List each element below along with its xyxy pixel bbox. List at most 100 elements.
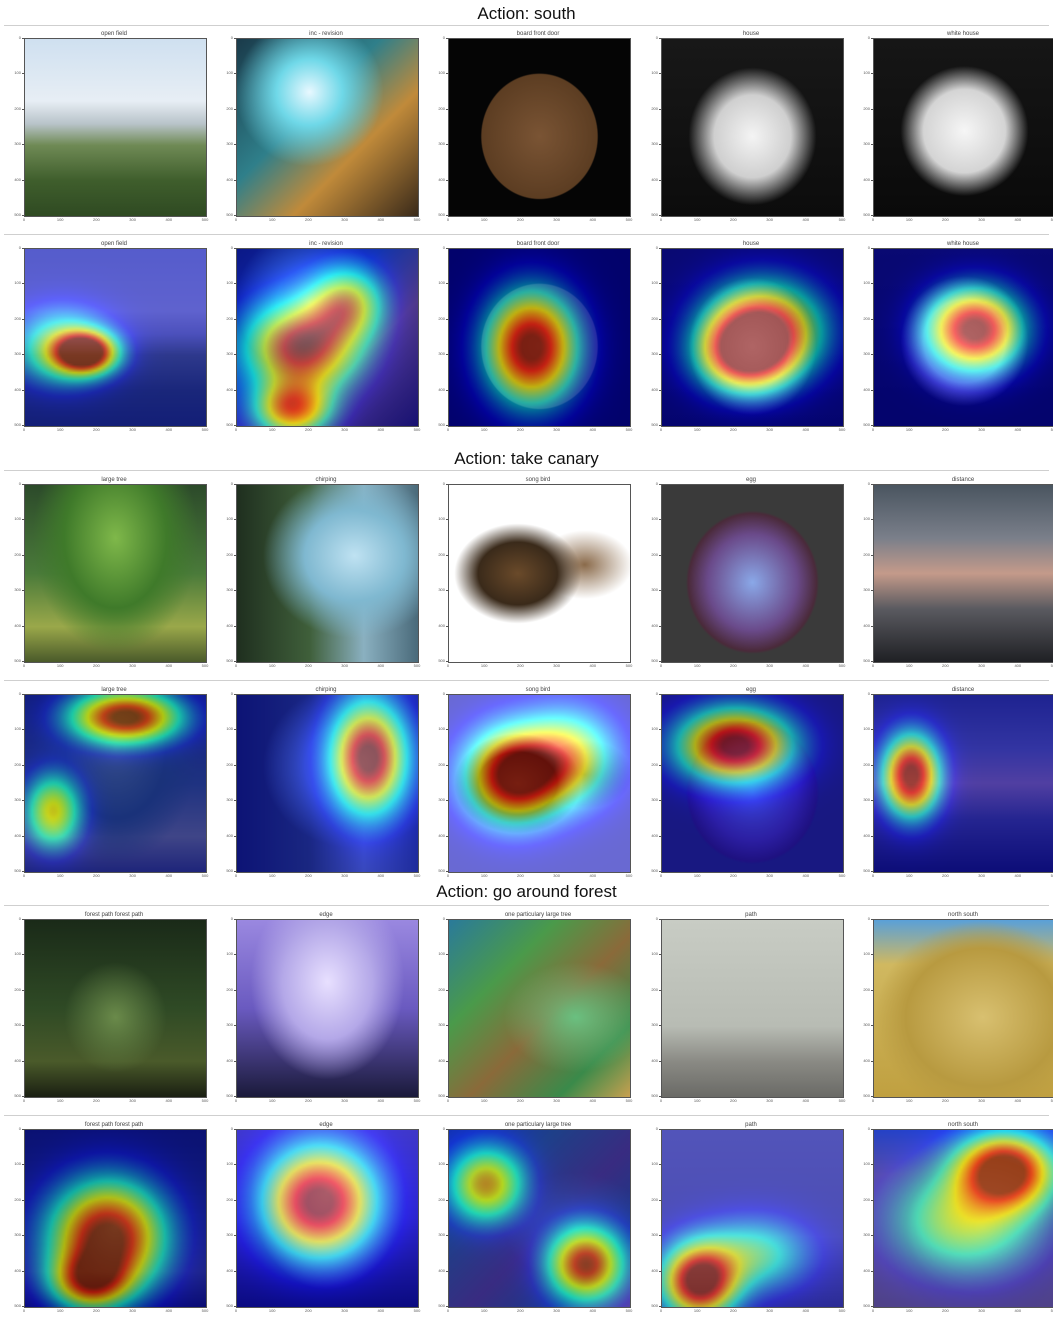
attention-heatmap <box>874 1130 1053 1307</box>
y-tick-label: 100 <box>432 727 448 731</box>
x-tick-label: 300 <box>341 873 348 878</box>
x-tick-label: 200 <box>93 217 100 222</box>
artwork-image <box>25 920 206 1097</box>
y-tick-label: 200 <box>8 987 24 992</box>
y-tick-label: 0 <box>8 692 24 696</box>
y-tick-label: 100 <box>857 952 873 956</box>
y-tick-label: 500 <box>432 423 448 427</box>
x-tick-label: 200 <box>305 873 312 878</box>
x-tick-label: 400 <box>802 1098 810 1103</box>
y-tick-label: 100 <box>8 727 24 731</box>
x-tick-label: 500 <box>838 663 846 668</box>
x-tick-label: 100 <box>693 217 701 222</box>
y-tick-label: 300 <box>645 588 661 592</box>
image-panel: distance01002003004005000100200300400500 <box>857 476 1053 694</box>
section-title: Action: go around forest <box>436 882 617 901</box>
y-tick-label: 400 <box>220 1058 236 1063</box>
plot-area <box>236 38 419 217</box>
y-tick-label: 300 <box>645 1233 661 1237</box>
x-tick-label: 0 <box>22 873 26 878</box>
y-tick-label: 200 <box>857 552 873 557</box>
panel-title: forest path forest path <box>84 912 144 918</box>
y-tick-label: 300 <box>8 1023 24 1027</box>
x-tick-label: 0 <box>446 217 450 222</box>
x-tick-label: 200 <box>305 427 312 432</box>
y-tick-label: 100 <box>8 952 24 956</box>
panel-title: board front door <box>516 31 560 37</box>
attention-heatmap <box>25 249 206 426</box>
x-tick-label: 500 <box>625 1098 633 1103</box>
x-tick-label: 400 <box>165 217 173 222</box>
x-tick-label: 300 <box>766 663 773 668</box>
y-tick-label: 200 <box>432 552 448 557</box>
y-tick-label: 200 <box>8 552 24 557</box>
panel-title: distance <box>951 687 975 693</box>
image-panel: inc - revision 0 100 200 300 400 500 0 100 200 300… <box>220 30 431 248</box>
x-tick-label: 500 <box>201 1098 209 1103</box>
x-tick-label: 300 <box>978 663 985 668</box>
row-divider <box>4 470 1049 471</box>
panel-title: north south <box>947 912 979 918</box>
x-tick-label: 400 <box>1014 217 1022 222</box>
y-tick-label: 400 <box>220 623 236 628</box>
x-tick-label: 200 <box>93 427 100 432</box>
x-tick-label: 100 <box>56 663 64 668</box>
y-tick-label: 300 <box>645 352 661 356</box>
y-tick-label: 400 <box>8 623 24 628</box>
x-tick-label: 300 <box>766 1098 773 1103</box>
plot-area <box>661 248 844 427</box>
x-tick-label: 100 <box>268 873 276 878</box>
x-tick-label: 100 <box>905 1308 913 1313</box>
panel-title: open field <box>100 31 128 37</box>
x-tick-label: 400 <box>802 217 810 222</box>
y-tick-label: 0 <box>8 246 24 250</box>
x-tick-label: 100 <box>905 217 913 222</box>
row-divider <box>4 1115 1049 1116</box>
y-tick-label: 500 <box>645 213 661 217</box>
y-tick-label: 200 <box>645 552 661 557</box>
y-tick-label: 400 <box>220 387 236 392</box>
x-tick-label: 300 <box>341 1098 348 1103</box>
x-tick-label: 200 <box>517 873 524 878</box>
x-tick-label: 400 <box>165 1098 173 1103</box>
y-tick-label: 400 <box>220 177 236 182</box>
x-tick-label: 400 <box>589 217 597 222</box>
y-tick-label: 300 <box>220 1233 236 1237</box>
x-tick-label: 300 <box>766 427 773 432</box>
heatmap-panel: distance01002003004005000100200300400500 <box>857 686 1053 904</box>
x-tick-label: 0 <box>234 217 238 222</box>
y-tick-label: 200 <box>8 316 24 321</box>
panel-title: forest path forest path <box>84 1122 144 1128</box>
x-tick-label: 400 <box>589 427 597 432</box>
plot-area <box>873 1129 1053 1308</box>
plot-area <box>24 38 207 217</box>
y-tick-label: 300 <box>220 588 236 592</box>
y-tick-label: 100 <box>8 517 24 521</box>
y-tick-label: 0 <box>432 482 448 486</box>
y-tick-label: 300 <box>857 588 873 592</box>
heatmap-panel: board front door 0 100 200 300 400 500 0 100 200 3… <box>432 240 643 458</box>
plot-area <box>448 694 631 873</box>
x-tick-label: 400 <box>165 427 173 432</box>
y-tick-label: 100 <box>220 952 236 956</box>
y-tick-label: 0 <box>432 692 448 696</box>
y-tick-label: 100 <box>432 281 448 285</box>
y-tick-label: 400 <box>645 1058 661 1063</box>
y-tick-label: 400 <box>8 1058 24 1063</box>
y-tick-label: 300 <box>432 1023 448 1027</box>
x-tick-label: 100 <box>56 427 64 432</box>
x-tick-label: 0 <box>871 663 875 668</box>
x-tick-label: 100 <box>905 873 913 878</box>
panel-title: song bird <box>525 687 551 693</box>
y-tick-label: 400 <box>220 1268 236 1273</box>
y-tick-label: 400 <box>645 1268 661 1273</box>
x-tick-label: 0 <box>234 427 238 432</box>
x-tick-label: 0 <box>22 663 26 668</box>
y-tick-label: 100 <box>8 71 24 75</box>
x-tick-label: 0 <box>659 663 663 668</box>
plot-area <box>236 484 419 663</box>
plot-area <box>448 248 631 427</box>
y-tick-label: 0 <box>220 917 236 921</box>
y-tick-label: 100 <box>645 281 661 285</box>
x-tick-label: 0 <box>871 873 875 878</box>
